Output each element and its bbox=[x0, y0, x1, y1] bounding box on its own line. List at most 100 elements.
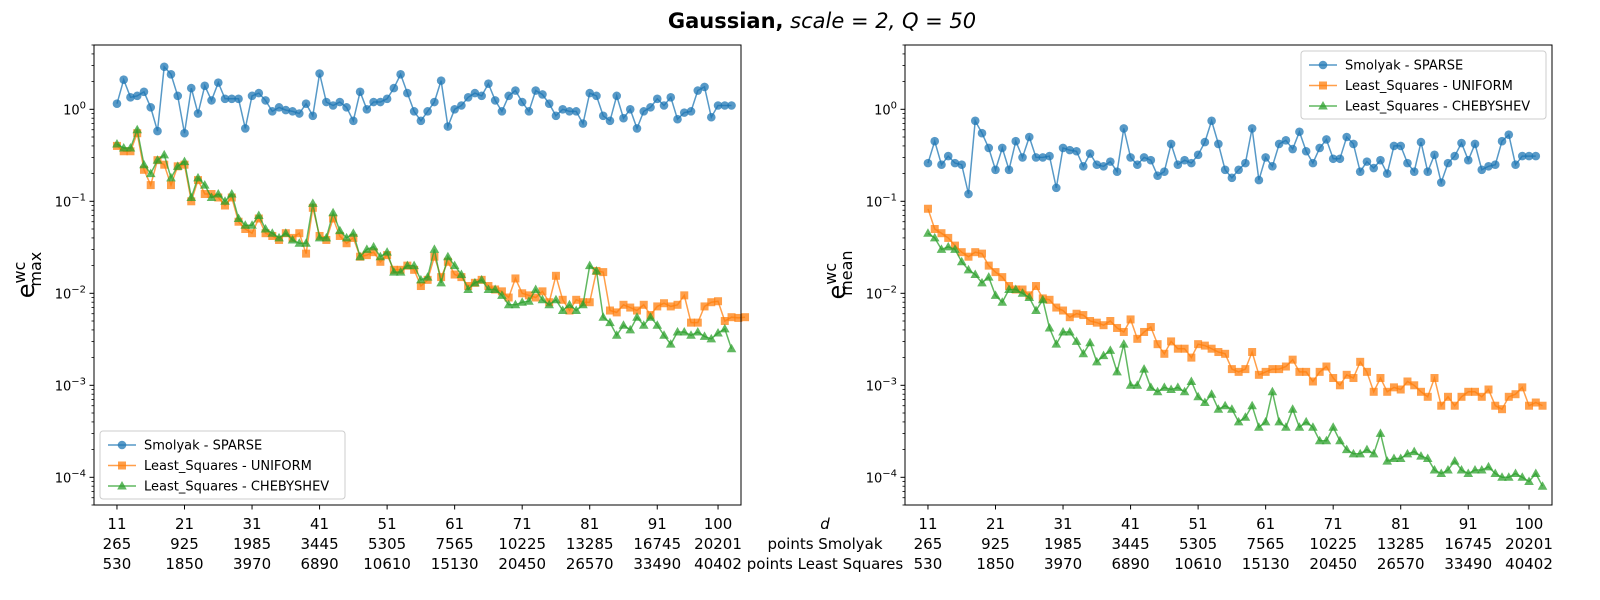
data-point-smolyak bbox=[504, 91, 513, 101]
x-tick-label: 33490 bbox=[1444, 555, 1492, 573]
data-point-chebyshev bbox=[497, 290, 507, 299]
data-point-chebyshev bbox=[1497, 472, 1507, 481]
data-point-chebyshev bbox=[226, 189, 237, 198]
legend: Smolyak - SPARSE Least_Squares - UNIFORM L… bbox=[99, 430, 346, 500]
data-point-chebyshev bbox=[618, 320, 629, 329]
data-point-chebyshev bbox=[578, 299, 588, 309]
data-point-chebyshev bbox=[625, 324, 636, 334]
data-point-smolyak bbox=[659, 101, 669, 110]
data-point-uniform bbox=[1403, 377, 1412, 386]
data-point-smolyak bbox=[930, 136, 940, 146]
data-point-smolyak bbox=[362, 105, 372, 114]
data-point-chebyshev bbox=[672, 326, 683, 336]
data-point-uniform bbox=[1288, 355, 1297, 364]
data-point-chebyshev bbox=[247, 220, 257, 229]
data-point-smolyak bbox=[308, 111, 318, 121]
data-point-smolyak bbox=[288, 107, 297, 116]
data-point-uniform bbox=[1416, 387, 1425, 396]
data-point-chebyshev bbox=[470, 277, 480, 287]
x-tick-label: 81 bbox=[1391, 515, 1410, 533]
data-point-chebyshev bbox=[571, 305, 582, 315]
data-point-chebyshev bbox=[503, 299, 514, 309]
data-point-chebyshev bbox=[524, 296, 534, 305]
data-point-uniform bbox=[261, 229, 270, 238]
data-point-smolyak bbox=[1436, 178, 1446, 187]
data-point-chebyshev bbox=[1220, 400, 1230, 410]
data-point-chebyshev bbox=[1058, 326, 1068, 336]
legend-label-chebyshev: Least_Squares - CHEBYSHEV bbox=[1345, 100, 1530, 115]
x-tick-label: 21 bbox=[175, 515, 194, 533]
data-point-uniform bbox=[221, 201, 230, 210]
data-point-uniform bbox=[1254, 370, 1263, 379]
data-point-chebyshev bbox=[159, 149, 170, 159]
x-tick-label: 33490 bbox=[633, 555, 681, 573]
data-point-uniform bbox=[416, 282, 425, 291]
y-tick-label: 10−4 bbox=[866, 468, 897, 486]
data-point-uniform bbox=[1126, 315, 1135, 324]
row-label-d: d bbox=[820, 515, 830, 533]
x-tick-label: 10610 bbox=[363, 555, 411, 573]
data-point-smolyak bbox=[1322, 135, 1331, 144]
data-point-uniform bbox=[1119, 327, 1128, 336]
data-point-uniform bbox=[1335, 381, 1344, 390]
data-point-chebyshev bbox=[335, 225, 345, 235]
data-point-smolyak bbox=[1247, 124, 1257, 133]
data-point-smolyak bbox=[1227, 173, 1237, 183]
data-point-chebyshev bbox=[997, 297, 1008, 306]
x-tick-label: 1985 bbox=[233, 535, 271, 553]
row-label-points-least-squares: points Least Squares bbox=[747, 555, 904, 573]
data-point-chebyshev bbox=[713, 328, 723, 337]
data-point-chebyshev bbox=[1085, 337, 1095, 347]
data-point-uniform bbox=[1113, 323, 1122, 332]
data-point-uniform bbox=[1214, 348, 1223, 357]
plot-left-max-error: 10−4 10−3 10−2 10−1 100 11 265 530 21 925 1850 31 19… bbox=[10, 44, 750, 573]
x-axis-row-labels: d points Smolyak points Least Squares bbox=[747, 515, 904, 573]
x-tick-label: 61 bbox=[1256, 515, 1275, 533]
data-point-chebyshev bbox=[1395, 453, 1406, 463]
data-point-chebyshev bbox=[591, 265, 602, 275]
data-point-chebyshev bbox=[632, 312, 642, 321]
x-tick-label: 6890 bbox=[1111, 555, 1149, 573]
data-point-uniform bbox=[1329, 374, 1338, 383]
data-point-smolyak bbox=[382, 94, 392, 104]
data-point-smolyak bbox=[1382, 169, 1392, 178]
x-tick-label: 91 bbox=[648, 515, 667, 533]
data-point-uniform bbox=[1531, 398, 1540, 407]
data-point-chebyshev bbox=[409, 260, 419, 270]
data-point-uniform bbox=[1430, 374, 1439, 383]
data-point-smolyak bbox=[1268, 162, 1277, 171]
data-point-smolyak bbox=[1187, 158, 1196, 168]
data-point-chebyshev bbox=[1098, 350, 1109, 360]
data-point-chebyshev bbox=[1517, 472, 1528, 481]
x-tick-label: 530 bbox=[103, 555, 132, 573]
data-point-smolyak bbox=[585, 88, 595, 98]
data-point-smolyak bbox=[213, 78, 223, 87]
x-tick-label: 20450 bbox=[498, 555, 546, 573]
data-point-uniform bbox=[1356, 357, 1365, 366]
data-point-uniform bbox=[200, 190, 209, 199]
data-point-chebyshev bbox=[1078, 348, 1089, 358]
data-point-chebyshev bbox=[1206, 389, 1217, 398]
data-point-chebyshev bbox=[1456, 465, 1467, 474]
data-point-uniform bbox=[1498, 405, 1507, 414]
x-tick-label: 1985 bbox=[1044, 535, 1082, 553]
data-point-chebyshev bbox=[1193, 391, 1203, 401]
data-point-smolyak bbox=[369, 97, 378, 107]
data-point-chebyshev bbox=[362, 244, 372, 253]
data-point-chebyshev bbox=[679, 326, 690, 336]
x-tick-label: 11 bbox=[107, 515, 126, 533]
data-point-chebyshev bbox=[692, 326, 703, 336]
data-point-smolyak bbox=[1362, 157, 1372, 166]
x-tick-label: 11 bbox=[918, 515, 937, 533]
x-tick-label: 26570 bbox=[1377, 555, 1425, 573]
data-point-smolyak bbox=[1315, 143, 1324, 153]
data-point-smolyak bbox=[1031, 153, 1041, 162]
data-point-chebyshev bbox=[172, 161, 183, 170]
data-point-smolyak bbox=[295, 109, 304, 118]
data-point-smolyak bbox=[1153, 171, 1162, 180]
x-tick-label: 15130 bbox=[1242, 555, 1290, 573]
data-point-smolyak bbox=[1497, 136, 1507, 146]
data-point-chebyshev bbox=[970, 269, 981, 279]
x-tick-label: 21 bbox=[986, 515, 1005, 533]
data-point-chebyshev bbox=[1037, 294, 1048, 304]
